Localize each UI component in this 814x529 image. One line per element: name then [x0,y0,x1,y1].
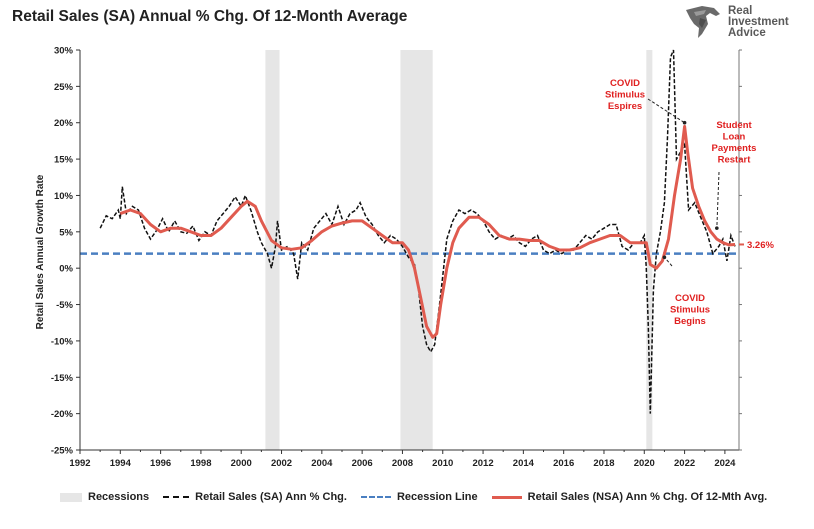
annotation-text: Stimulus [605,90,645,101]
x-tick-label: 2008 [392,458,413,469]
x-tick-label: 1992 [69,458,90,469]
eagle-logo-icon [686,6,720,38]
x-tick-label: 1994 [110,458,132,469]
x-tick-label: 2020 [634,458,655,469]
annotation-point [715,226,719,230]
last-value-label: 3.26% [747,240,774,251]
recession-band [400,50,433,450]
annotation-point [662,255,667,260]
annotation-text: COVID [610,78,640,89]
logo-text-line: Real [728,5,753,17]
annotation-text: Espires [608,101,642,112]
x-tick-label: 2014 [513,458,535,469]
x-tick-label: 2000 [231,458,252,469]
x-tick-label: 2016 [553,458,574,469]
y-tick-label: 25% [54,82,74,93]
legend-label: Retail Sales (NSA) Ann % Chg. Of 12-Mth … [527,491,768,503]
legend-item: Retail Sales (NSA) Ann % Chg. Of 12-Mth … [491,491,768,503]
annotation-text: Begins [674,316,706,327]
y-tick-label: 15% [54,155,74,166]
annotation-text: Restart [718,155,752,166]
legend-swatch [491,495,522,499]
x-tick-label: 2004 [311,458,333,469]
recession-band [265,50,280,450]
y-tick-label: -15% [51,373,74,384]
annotation-leader [647,98,685,124]
x-tick-label: 2018 [593,458,614,469]
annotation-point [682,120,687,125]
x-tick-label: 2022 [674,458,695,469]
legend-item: Retail Sales (SA) Ann % Chg. [163,491,347,503]
chart-title: Retail Sales (SA) Annual % Chg. Of 12-Mo… [12,8,408,25]
x-tick-label: 2024 [714,458,736,469]
x-tick-label: 2010 [432,458,453,469]
y-tick-label: -10% [51,336,74,347]
logo-text-line: Advice [728,27,766,39]
annotation-leader [716,171,720,229]
legend: Recessions Retail Sales (SA) Ann % Chg. Re… [60,489,781,505]
x-tick-label: 2006 [352,458,373,469]
legend-item: Recession Line [360,491,478,503]
annotation-text: Stimulus [670,305,710,316]
legend-item: Recessions [60,491,149,503]
series-nsa-line [119,124,736,339]
annotation-text: COVID [675,293,705,304]
legend-label: Recession Line [396,491,478,503]
brand-logo: Real Investment Advice [684,4,794,40]
y-tick-label: 10% [54,191,74,202]
x-tick-label: 1996 [150,458,171,469]
legend-swatch [60,492,82,502]
annotation-text: Payments [712,143,757,154]
series-sa-line [99,49,736,414]
y-axis-label: Retail Sales Annual Growth Rate [35,174,46,329]
legend-label: Retail Sales (SA) Ann % Chg. [195,491,347,503]
y-tick-label: 20% [54,118,74,129]
logo-text-line: Investment [728,16,789,28]
y-tick-label: 0% [59,264,73,275]
legend-label: Recessions [88,491,150,503]
x-tick-label: 1998 [190,458,211,469]
annotation-leader [664,256,673,267]
annotation-text: Student [716,120,752,131]
recession-band [646,50,653,450]
legend-swatch [163,496,190,498]
x-tick-label: 2002 [271,458,292,469]
annotation-text: Loan [723,132,746,143]
y-tick-label: -5% [56,300,73,311]
y-tick-label: -20% [51,409,74,420]
legend-swatch [360,496,391,498]
y-tick-label: 30% [54,46,74,57]
x-tick-label: 2012 [472,458,493,469]
y-tick-label: -25% [51,446,74,457]
y-tick-label: 5% [59,227,73,238]
